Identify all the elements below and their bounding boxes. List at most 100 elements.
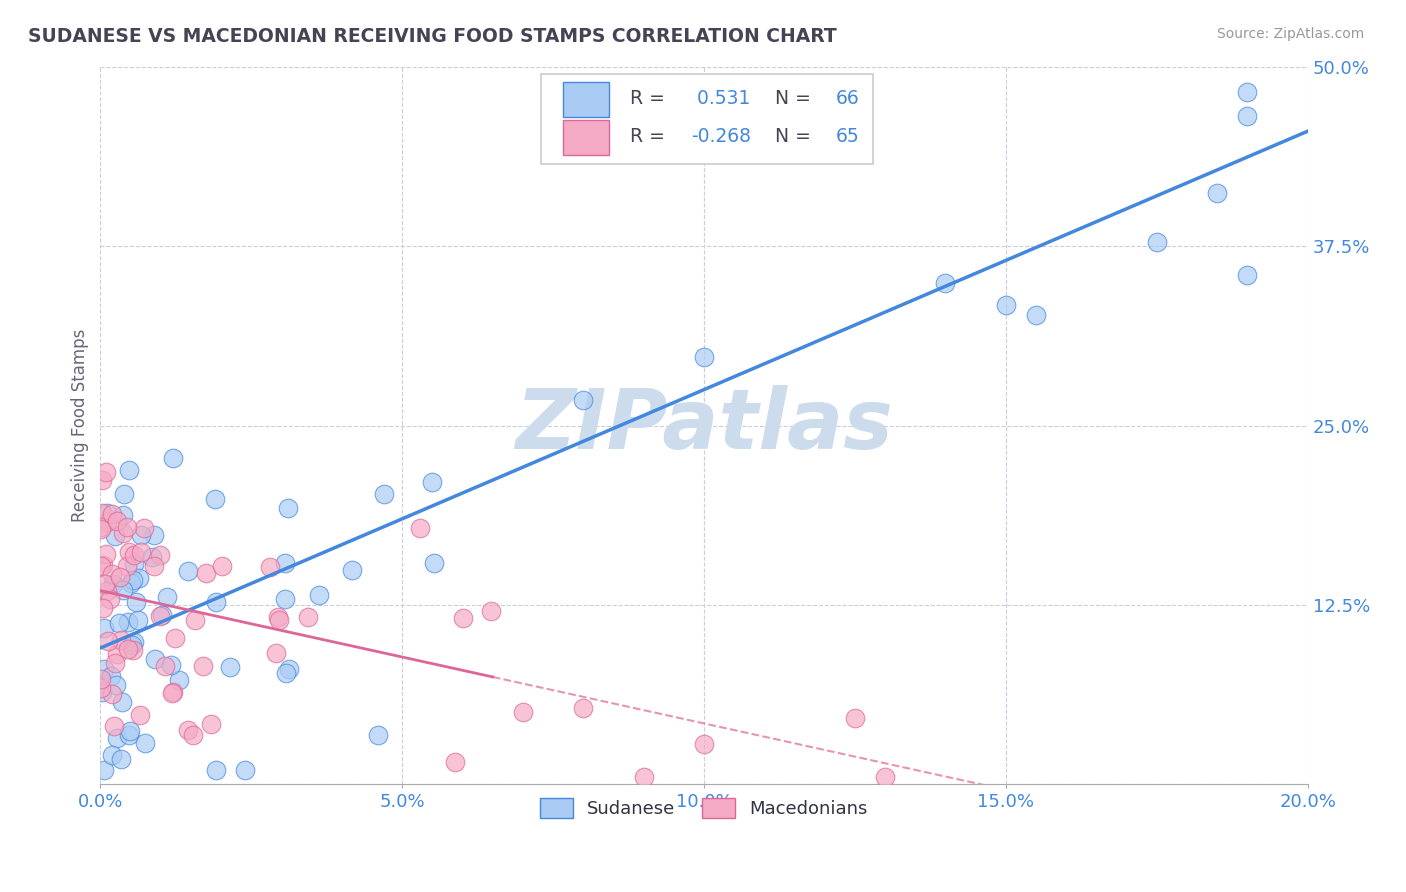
- Text: 66: 66: [835, 89, 859, 109]
- Point: [120, 575, 142, 590]
- Point: [152, 608, 174, 623]
- FancyBboxPatch shape: [541, 74, 873, 163]
- Point: [205, 595, 228, 609]
- Point: [934, 276, 956, 290]
- Point: [118, 723, 141, 738]
- Text: SUDANESE VS MACEDONIAN RECEIVING FOOD STAMPS CORRELATION CHART: SUDANESE VS MACEDONIAN RECEIVING FOOD ST…: [28, 27, 837, 45]
- Text: 65: 65: [835, 128, 859, 146]
- Point: [90, 522, 112, 536]
- Point: [177, 564, 200, 578]
- Point: [104, 678, 127, 692]
- Point: [91, 506, 114, 520]
- Point: [97, 633, 120, 648]
- Point: [128, 571, 150, 585]
- Point: [122, 635, 145, 649]
- Point: [422, 475, 444, 490]
- Point: [156, 591, 179, 605]
- Point: [118, 463, 141, 477]
- Point: [264, 646, 287, 660]
- Point: [118, 728, 141, 742]
- Text: ZIPatlas: ZIPatlas: [515, 385, 893, 466]
- Point: [129, 708, 152, 723]
- Point: [205, 763, 228, 777]
- Point: [373, 487, 395, 501]
- Point: [91, 558, 114, 572]
- Point: [693, 350, 716, 364]
- Point: [122, 573, 145, 587]
- Point: [90, 681, 112, 695]
- Point: [142, 559, 165, 574]
- Point: [115, 519, 138, 533]
- Text: R =: R =: [630, 89, 665, 109]
- Point: [103, 719, 125, 733]
- Point: [143, 651, 166, 665]
- Text: Source: ZipAtlas.com: Source: ZipAtlas.com: [1216, 27, 1364, 41]
- Point: [104, 529, 127, 543]
- Text: -0.268: -0.268: [690, 128, 751, 146]
- Point: [90, 673, 112, 687]
- FancyBboxPatch shape: [562, 82, 609, 117]
- Point: [267, 614, 290, 628]
- Point: [96, 515, 118, 529]
- Point: [101, 566, 124, 581]
- Point: [94, 577, 117, 591]
- Point: [98, 591, 121, 606]
- Point: [105, 647, 128, 661]
- Text: R =: R =: [630, 128, 665, 146]
- Point: [122, 557, 145, 571]
- Point: [131, 527, 153, 541]
- Point: [572, 392, 595, 407]
- Point: [340, 563, 363, 577]
- Point: [100, 668, 122, 682]
- Point: [142, 528, 165, 542]
- Point: [101, 508, 124, 522]
- Point: [367, 729, 389, 743]
- Point: [1236, 85, 1258, 99]
- Point: [101, 577, 124, 591]
- Point: [572, 701, 595, 715]
- Point: [90, 684, 112, 698]
- Point: [162, 450, 184, 465]
- Point: [163, 631, 186, 645]
- Point: [273, 591, 295, 606]
- Y-axis label: Receiving Food Stamps: Receiving Food Stamps: [72, 329, 89, 522]
- Point: [132, 521, 155, 535]
- Point: [105, 514, 128, 528]
- Point: [153, 658, 176, 673]
- Point: [267, 610, 290, 624]
- Point: [184, 613, 207, 627]
- Legend: Sudanese, Macedonians: Sudanese, Macedonians: [533, 790, 875, 826]
- Point: [278, 662, 301, 676]
- Point: [90, 520, 112, 534]
- Point: [693, 737, 716, 751]
- Point: [110, 751, 132, 765]
- Point: [112, 487, 135, 501]
- Point: [1236, 268, 1258, 282]
- Point: [111, 695, 134, 709]
- Point: [177, 723, 200, 737]
- Point: [90, 558, 112, 573]
- Point: [277, 500, 299, 515]
- Point: [191, 659, 214, 673]
- Point: [94, 547, 117, 561]
- Point: [93, 763, 115, 777]
- Text: 0.531: 0.531: [690, 89, 751, 109]
- Point: [149, 609, 172, 624]
- Point: [444, 755, 467, 769]
- Point: [204, 492, 226, 507]
- Point: [111, 526, 134, 541]
- Point: [127, 613, 149, 627]
- Point: [259, 560, 281, 574]
- Point: [129, 545, 152, 559]
- Point: [200, 716, 222, 731]
- Point: [96, 465, 118, 479]
- Point: [117, 641, 139, 656]
- Point: [104, 656, 127, 670]
- Point: [111, 508, 134, 522]
- Point: [121, 638, 143, 652]
- Point: [274, 557, 297, 571]
- Point: [117, 615, 139, 629]
- Point: [96, 584, 118, 599]
- Point: [274, 666, 297, 681]
- Point: [110, 633, 132, 648]
